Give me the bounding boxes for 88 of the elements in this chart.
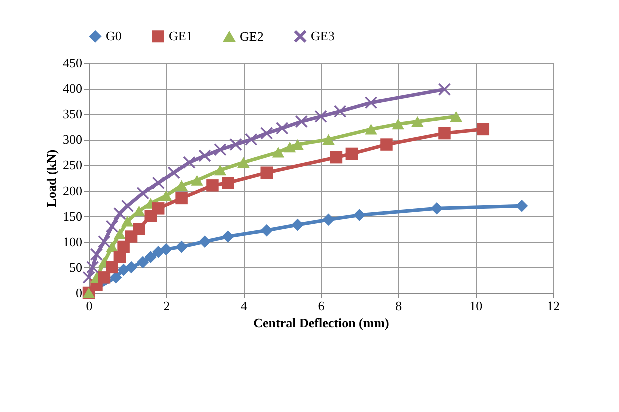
point (206, 180, 219, 192)
point (260, 224, 273, 237)
y-axis-title: Load (kN) (44, 150, 59, 208)
point (90, 248, 103, 261)
y-tick-label: 250 (63, 158, 82, 173)
point (365, 124, 378, 135)
point (125, 261, 138, 274)
legend-label: GE1 (169, 28, 193, 44)
point (106, 220, 118, 233)
point (168, 166, 180, 180)
point (380, 138, 393, 151)
legend-label: GE3 (311, 28, 335, 44)
point (222, 230, 234, 243)
x-tick-label: 0 (86, 298, 93, 314)
point (137, 256, 150, 268)
y-tick-label: 300 (63, 132, 82, 148)
point (133, 222, 146, 236)
point (450, 111, 462, 122)
point (144, 251, 157, 264)
point (152, 202, 165, 215)
point (176, 192, 188, 205)
point (276, 122, 288, 135)
point (114, 251, 126, 264)
point (365, 96, 378, 109)
point (392, 119, 404, 130)
point (354, 209, 366, 222)
legend-label: GE2 (240, 28, 264, 44)
point (330, 151, 343, 164)
point (477, 123, 490, 136)
point (152, 176, 165, 190)
x-axis-title: Central Deflection (mm) (254, 316, 390, 330)
y-tick-label: 200 (63, 183, 82, 198)
x-tick-label: 12 (547, 298, 560, 314)
x-tick-label: 10 (470, 298, 483, 314)
point (114, 208, 126, 220)
point (118, 240, 130, 254)
point (260, 166, 273, 180)
point (214, 144, 227, 156)
y-tick-label: 150 (63, 208, 82, 224)
point (176, 240, 188, 254)
point (296, 116, 308, 128)
y-tick-label: 100 (63, 234, 82, 250)
point (438, 127, 451, 140)
point (191, 175, 204, 186)
point (183, 156, 196, 169)
point (122, 216, 134, 227)
y-tick-label: 350 (63, 106, 82, 122)
y-tick-label: 0 (76, 286, 82, 300)
point (137, 187, 150, 200)
point (322, 134, 335, 145)
point (260, 127, 273, 140)
point (230, 138, 242, 151)
point (238, 157, 250, 168)
point (412, 116, 424, 128)
point (198, 150, 212, 162)
point (152, 246, 165, 258)
point (86, 261, 99, 274)
point (438, 83, 451, 96)
point (160, 243, 172, 256)
y-tick-label: 400 (63, 81, 82, 96)
point (346, 148, 358, 160)
point (430, 202, 444, 215)
x-tick-label: 4 (240, 298, 248, 314)
point (314, 110, 328, 123)
x-tick-label: 8 (396, 298, 402, 314)
point (272, 147, 285, 158)
point (114, 228, 126, 240)
x-tick-label: 6 (318, 298, 326, 314)
point (334, 105, 346, 118)
point (122, 200, 134, 212)
y-tick-label: 450 (63, 56, 82, 70)
x-tick-label: 2 (164, 298, 170, 314)
point (284, 142, 296, 153)
point (106, 261, 118, 274)
point (214, 165, 227, 176)
point (98, 236, 111, 248)
point (245, 134, 258, 146)
point (198, 236, 212, 248)
point (118, 264, 130, 276)
legend-label: G0 (106, 28, 122, 44)
point (322, 214, 335, 226)
point (106, 242, 118, 252)
point (222, 176, 234, 190)
y-tick-label: 50 (70, 260, 82, 275)
point (160, 190, 172, 202)
point (292, 218, 304, 232)
point (98, 272, 111, 284)
point (176, 180, 188, 191)
